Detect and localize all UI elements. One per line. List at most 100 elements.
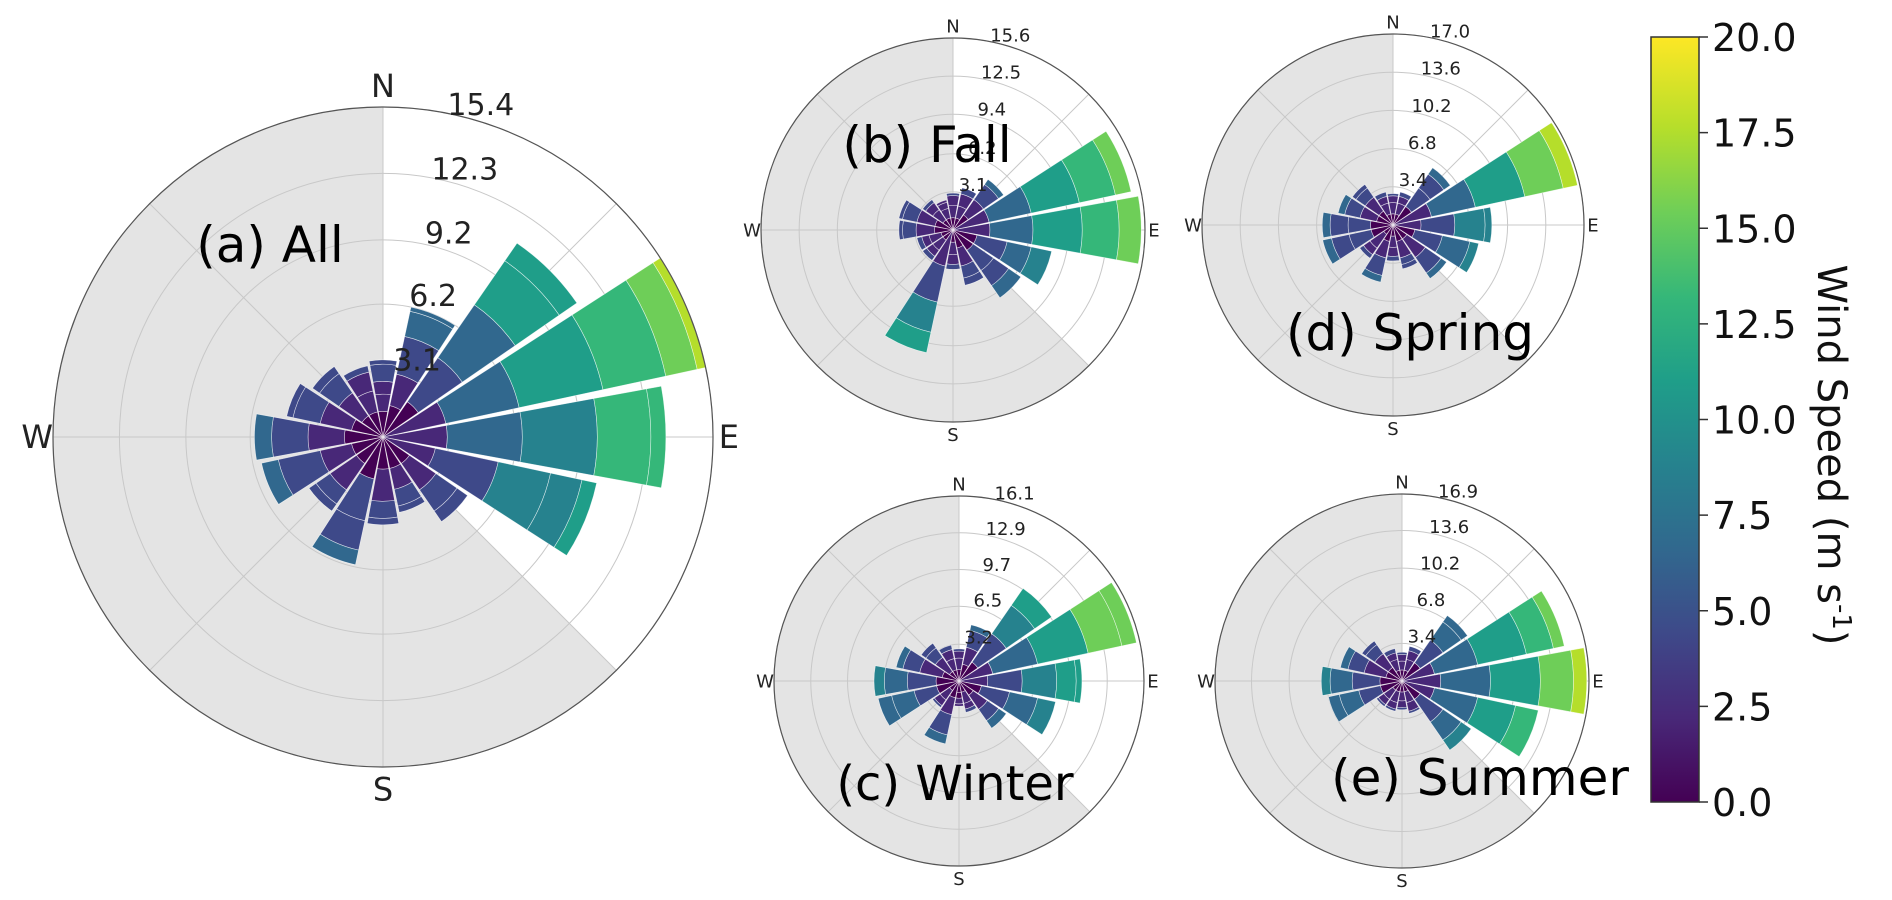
wind-bar-segment bbox=[1396, 706, 1408, 711]
wind-bar-segment bbox=[1396, 700, 1408, 708]
panel-fall: 3.1 6.2 9.4 12.5 15.6 N E S W (b) Fall bbox=[743, 16, 1159, 446]
direction-label-e: E bbox=[1147, 671, 1158, 692]
wind-bar-segment bbox=[1320, 666, 1332, 696]
wind-bar-segment bbox=[368, 359, 398, 366]
wind-bar-segment bbox=[1387, 195, 1399, 204]
ring-label: 15.4 bbox=[447, 88, 514, 123]
wind-bar-segment bbox=[1337, 194, 1352, 215]
wind-bar-segment bbox=[1116, 195, 1142, 265]
direction-label-n: N bbox=[946, 16, 959, 37]
ring-label: 3.2 bbox=[964, 627, 993, 648]
wind-bar-segment bbox=[1570, 647, 1588, 715]
wind-bar-segment bbox=[946, 253, 960, 265]
direction-label-n: N bbox=[952, 474, 965, 495]
direction-label-w: W bbox=[743, 220, 761, 241]
wind-bar-segment bbox=[369, 363, 397, 383]
colorbar-tick-label: 10.0 bbox=[1712, 399, 1797, 443]
wind-bar-segment bbox=[1383, 648, 1397, 658]
wind-bar-segment bbox=[372, 380, 394, 396]
wind-bar-segment bbox=[895, 645, 912, 670]
polar-border bbox=[52, 106, 714, 768]
wind-bar-segment bbox=[1387, 193, 1399, 197]
direction-label-e: E bbox=[719, 418, 739, 456]
wind-bar-segment bbox=[984, 178, 1005, 199]
wind-bar-segment bbox=[964, 704, 977, 713]
wind-bar-segment bbox=[593, 388, 652, 486]
wind-bar-segment bbox=[946, 192, 960, 197]
ring-label: 3.4 bbox=[1408, 626, 1437, 647]
colorbar-title-close: ) bbox=[1808, 630, 1854, 646]
wind-bar-segment bbox=[1442, 721, 1472, 751]
panel-all: 3.1 6.2 9.2 12.3 15.4 N E S W (a) All bbox=[21, 67, 739, 809]
wind-bar-segment bbox=[954, 697, 964, 705]
direction-label-s: S bbox=[1387, 419, 1398, 440]
wind-bar-segment bbox=[935, 199, 948, 207]
direction-label-s: S bbox=[373, 771, 393, 809]
wind-bar-segment bbox=[1359, 245, 1373, 259]
ring-label: 9.4 bbox=[977, 100, 1006, 121]
direction-label-n: N bbox=[1395, 472, 1408, 493]
ring-label: 6.5 bbox=[974, 591, 1003, 612]
colorbar-tick-label: 5.0 bbox=[1712, 590, 1772, 634]
ring-label: 12.9 bbox=[986, 519, 1026, 540]
wind-bar-segment bbox=[1384, 704, 1397, 712]
wind-bar-segment bbox=[433, 487, 469, 523]
wind-bar-segment bbox=[969, 624, 991, 638]
wind-bar-segment bbox=[1351, 183, 1368, 200]
wind-bar-segment bbox=[1026, 697, 1056, 736]
polar-border bbox=[1201, 33, 1585, 417]
wind-bar-segment bbox=[922, 247, 936, 261]
ring-label: 9.2 bbox=[425, 217, 473, 252]
direction-label-w: W bbox=[756, 671, 774, 692]
panel-summer: 3.4 6.8 10.2 13.6 16.9 N E S W (e) Summer bbox=[1197, 472, 1629, 892]
ring-label: 12.5 bbox=[981, 63, 1021, 84]
wind-bar-segment bbox=[1425, 257, 1448, 280]
wind-bar-segment bbox=[1019, 246, 1053, 286]
panel-label-spring: (d) Spring bbox=[1286, 304, 1534, 362]
wind-bar-segment bbox=[1092, 130, 1132, 196]
direction-label-s: S bbox=[953, 869, 964, 890]
wind-bar-segment bbox=[884, 317, 932, 354]
direction-label-e: E bbox=[1587, 215, 1598, 236]
ring-label: 16.1 bbox=[995, 483, 1035, 504]
wind-bar-segment bbox=[884, 667, 909, 695]
wind-bar-segment bbox=[1321, 211, 1332, 239]
ring-label: 6.8 bbox=[1408, 133, 1437, 154]
wind-bar-segment bbox=[1453, 208, 1486, 242]
direction-label-e: E bbox=[1148, 220, 1159, 241]
wind-bar-segment bbox=[1483, 206, 1493, 244]
ring-label: 17.0 bbox=[1430, 22, 1470, 43]
panel-label-fall: (b) Fall bbox=[842, 116, 1011, 174]
colorbar-tick-label: 20.0 bbox=[1712, 16, 1797, 60]
colorbar-tick-label: 0.0 bbox=[1712, 781, 1772, 825]
ring-label: 10.2 bbox=[1411, 96, 1451, 117]
wind-bar-segment bbox=[553, 479, 598, 556]
wind-bar-segment bbox=[1398, 191, 1412, 201]
wind-bar-segment bbox=[1499, 705, 1539, 758]
wind-bar-segment bbox=[1408, 646, 1422, 656]
wind-bar-segment bbox=[1538, 122, 1578, 189]
wind-bar-segment bbox=[1073, 658, 1083, 704]
wind-bar-segment bbox=[923, 726, 948, 745]
colorbar-title: Wind Speed (m s-1) bbox=[1808, 264, 1856, 645]
ring-label: 3.1 bbox=[393, 344, 441, 379]
wind-bar-segment bbox=[1442, 615, 1468, 641]
colorbar-gradient bbox=[1650, 36, 1700, 803]
wind-bar-segment bbox=[1098, 582, 1137, 647]
wind-bar-segment bbox=[1329, 213, 1350, 237]
wind-bar-segment bbox=[1329, 667, 1354, 695]
wind-bar-segment bbox=[920, 642, 937, 659]
wind-bar-segment bbox=[938, 644, 953, 655]
wind-bar-segment bbox=[409, 306, 456, 330]
direction-label-w: W bbox=[21, 418, 53, 456]
wind-bar-segment bbox=[955, 691, 963, 699]
wind-bar-segment bbox=[397, 495, 426, 513]
wind-bar-segment bbox=[1054, 659, 1077, 703]
wind-bar-segment bbox=[1401, 258, 1418, 270]
wind-bar-segment bbox=[286, 383, 307, 418]
wind-bar-segment bbox=[374, 393, 392, 413]
wind-bar-segment bbox=[1376, 696, 1387, 707]
wind-bar-segment bbox=[1537, 649, 1574, 713]
wind-bar-segment bbox=[954, 703, 964, 707]
